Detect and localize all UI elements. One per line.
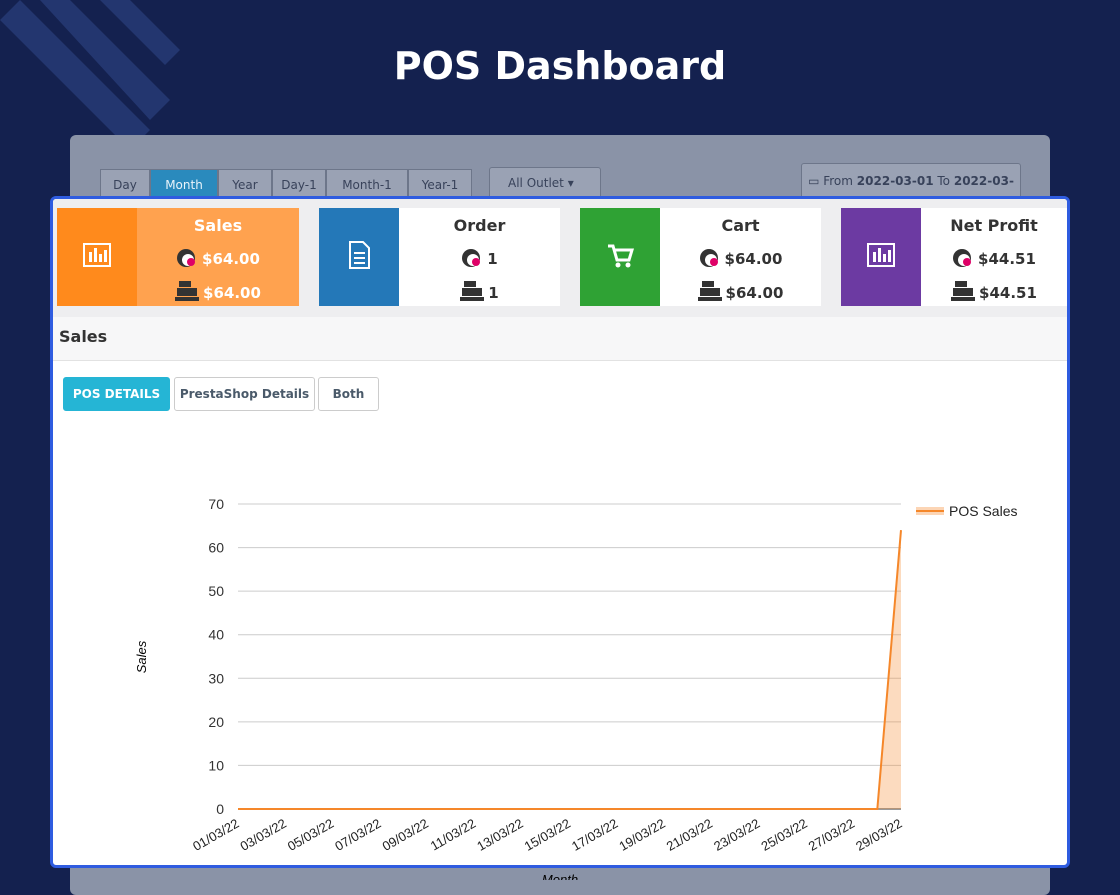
detail-button[interactable]: Both [318, 377, 379, 411]
card-pos-value: 1 [487, 250, 498, 268]
x-tick-label: 15/03/22 [522, 816, 573, 854]
main-card: Sales Sales $64.00 $64.00 Order 1 1 Cart $64.00… [50, 196, 1070, 868]
card-title: Net Profit [950, 216, 1038, 235]
card-shop-value: $64.00 [725, 284, 784, 302]
x-tick-label: 25/03/22 [758, 816, 809, 854]
period-tab[interactable]: Month-1 [326, 169, 408, 199]
card-icon [349, 241, 370, 269]
card-pos-value: $44.51 [978, 250, 1036, 268]
card-pos-value: $64.00 [724, 250, 783, 268]
card-icon-box [580, 208, 660, 306]
card-pos-line: $64.00 [137, 248, 299, 268]
y-tick-label: 0 [216, 801, 224, 817]
card-shop-line: 1 [399, 280, 560, 302]
x-tick-label: 19/03/22 [616, 816, 667, 854]
prestashop-icon [462, 249, 481, 267]
card-body: Sales $64.00 $64.00 [137, 208, 299, 306]
card-icon-box [57, 208, 137, 306]
x-tick-label: 03/03/22 [238, 816, 289, 854]
from-label: From [823, 174, 853, 188]
from-date: 2022-03-01 [856, 174, 934, 188]
pos-register-icon [951, 281, 976, 301]
card-shop-value: $64.00 [203, 284, 261, 302]
period-tab[interactable]: Year [218, 169, 272, 199]
page-title: POS Dashboard [393, 44, 727, 88]
detail-button[interactable]: PrestaShop Details [174, 377, 315, 411]
card-body: Order 1 1 [399, 208, 560, 306]
period-tab[interactable]: Day-1 [272, 169, 326, 199]
card-icon [867, 243, 895, 267]
outlet-select[interactable]: All Outlet ▾ [489, 167, 601, 199]
x-tick-label: 13/03/22 [474, 816, 525, 854]
card-pos-line: $44.51 [921, 248, 1067, 268]
card-shop-line: $44.51 [921, 280, 1067, 302]
card-title: Order [453, 216, 506, 235]
legend-label: POS Sales [949, 503, 1017, 519]
card-icon [83, 243, 111, 267]
date-range[interactable]: ▭ From 2022-03-01 To 2022-03-31 ▾ [801, 163, 1021, 222]
series-area [238, 530, 901, 809]
card-title: Cart [721, 216, 760, 235]
card-shop-line: $64.00 [137, 280, 299, 302]
detail-button[interactable]: POS DETAILS [63, 377, 170, 411]
card-body: Net Profit $44.51 $44.51 [921, 208, 1067, 306]
x-tick-label: 01/03/22 [190, 816, 241, 854]
prestashop-icon [953, 249, 972, 267]
outlet-text: All Outlet [508, 176, 564, 190]
series-line [238, 530, 902, 810]
stat-card: Net Profit $44.51 $44.51 [841, 208, 1067, 306]
x-tick-label: 07/03/22 [332, 816, 383, 854]
stat-card: Cart $64.00 $64.00 [580, 208, 821, 306]
x-tick-label: 09/03/22 [380, 816, 431, 854]
x-tick-label: 21/03/22 [664, 816, 715, 854]
prestashop-icon [177, 249, 196, 267]
y-tick-label: 70 [208, 496, 224, 512]
y-tick-label: 30 [208, 670, 224, 686]
y-tick-label: 20 [208, 714, 224, 730]
period-tab[interactable]: Year-1 [408, 169, 472, 199]
card-pos-line: $64.00 [660, 248, 821, 268]
card-icon [608, 244, 635, 268]
prestashop-icon [699, 249, 718, 267]
card-icon-box [841, 208, 921, 306]
card-body: Cart $64.00 $64.00 [660, 208, 821, 306]
card-pos-value: $64.00 [202, 250, 260, 268]
period-tab[interactable]: Month [150, 169, 218, 199]
stat-card: Order 1 1 [319, 208, 560, 306]
x-axis-label: Month [542, 872, 578, 880]
x-tick-label: 17/03/22 [569, 816, 620, 854]
x-tick-label: 23/03/22 [711, 816, 762, 854]
to-label: To [937, 174, 951, 188]
card-shop-line: $64.00 [660, 280, 821, 302]
pos-register-icon [697, 281, 722, 301]
card-shop-value: 1 [488, 284, 499, 302]
card-shop-value: $44.51 [979, 284, 1037, 302]
x-tick-label: 29/03/22 [853, 816, 904, 854]
y-tick-label: 10 [208, 757, 224, 773]
y-axis-label: Sales [134, 640, 149, 673]
pos-register-icon [175, 281, 200, 301]
y-tick-label: 60 [208, 540, 224, 556]
x-tick-label: 11/03/22 [428, 816, 478, 854]
pos-register-icon [460, 281, 485, 301]
x-tick-label: 05/03/22 [285, 816, 336, 854]
card-title: Sales [193, 216, 243, 235]
panel-title: Sales [53, 317, 1067, 361]
decor [0, 0, 180, 150]
card-pos-line: 1 [399, 248, 560, 268]
y-tick-label: 50 [208, 583, 224, 599]
stat-card: Sales $64.00 $64.00 [57, 208, 299, 306]
card-icon-box [319, 208, 399, 306]
y-tick-label: 40 [208, 627, 224, 643]
x-tick-label: 27/03/22 [806, 816, 857, 854]
